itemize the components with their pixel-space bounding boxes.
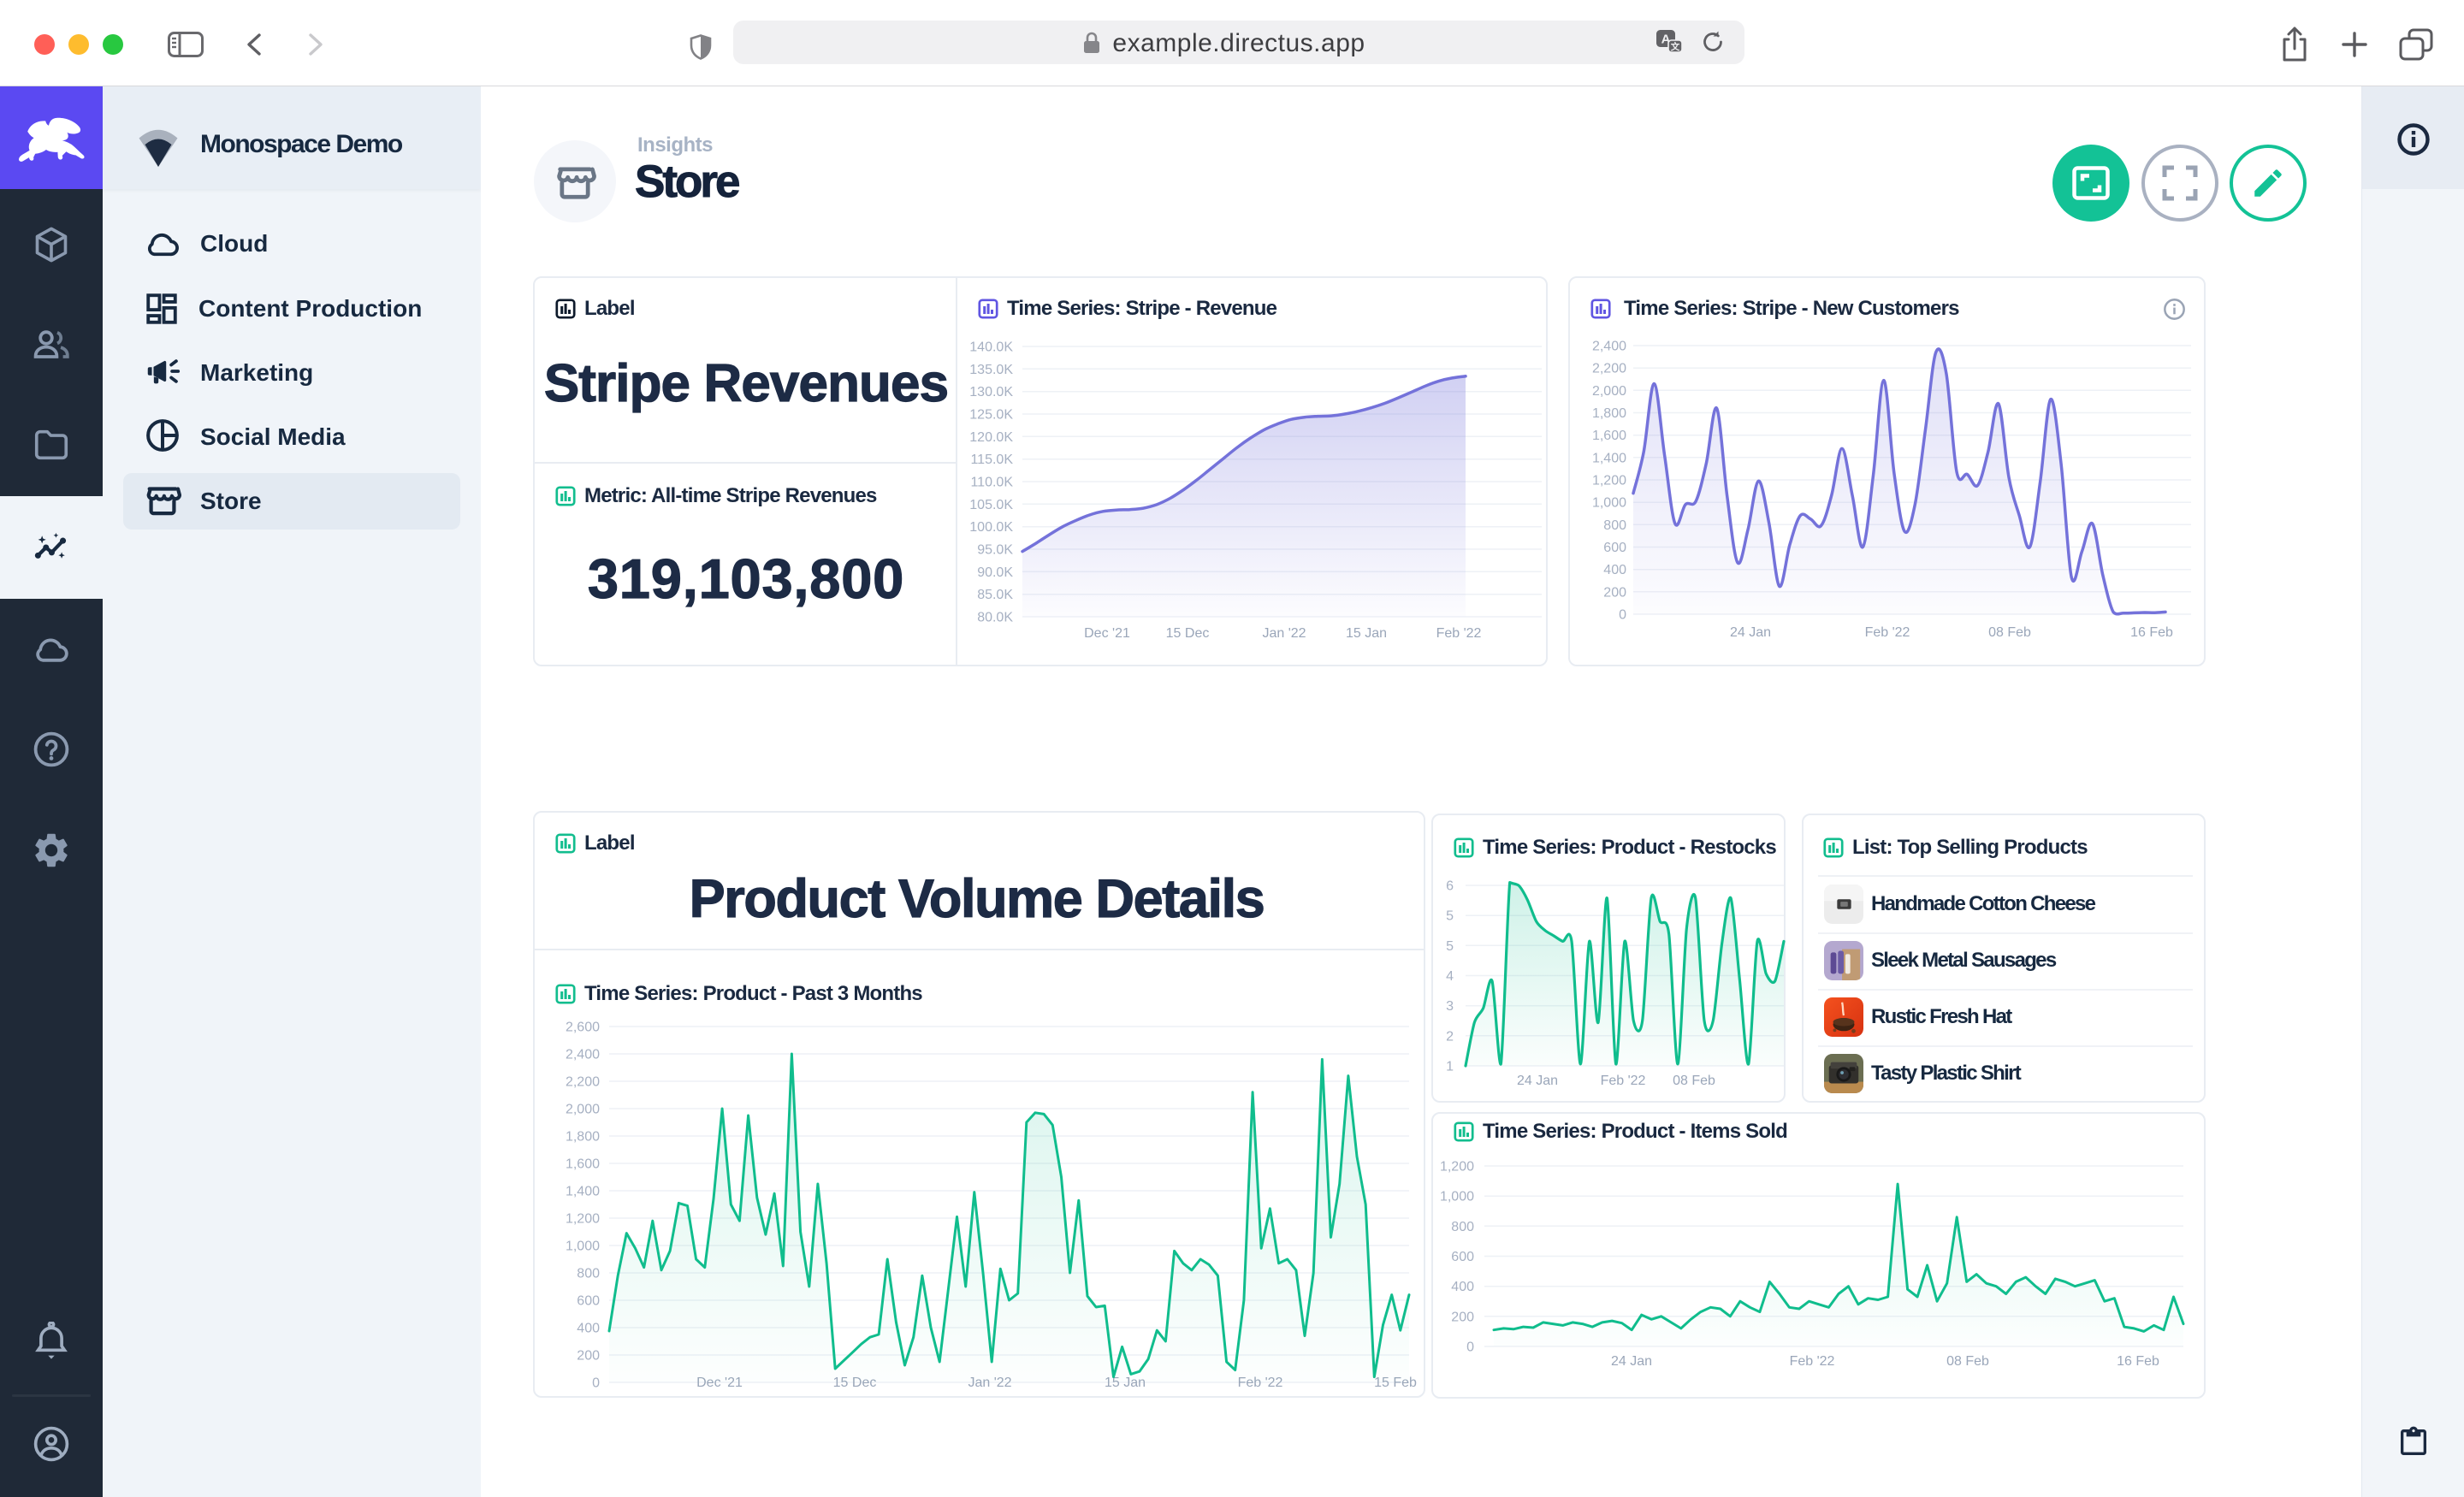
- svg-text:2,200: 2,200: [1592, 362, 1626, 376]
- svg-text:16 Feb: 16 Feb: [2117, 1354, 2159, 1369]
- svg-text:400: 400: [1603, 563, 1626, 577]
- svg-text:A: A: [1661, 33, 1671, 47]
- svg-text:1,800: 1,800: [1592, 406, 1626, 421]
- svg-text:0: 0: [592, 1376, 600, 1391]
- svg-text:800: 800: [1451, 1220, 1474, 1234]
- svg-text:1,600: 1,600: [566, 1157, 600, 1172]
- svg-text:文: 文: [1670, 41, 1680, 52]
- svg-text:15 Dec: 15 Dec: [1166, 626, 1210, 641]
- svg-text:0: 0: [1619, 608, 1626, 623]
- svg-text:2,400: 2,400: [1592, 340, 1626, 354]
- svg-text:5: 5: [1446, 939, 1454, 954]
- svg-text:1,000: 1,000: [1440, 1190, 1474, 1204]
- svg-text:200: 200: [577, 1349, 600, 1364]
- svg-text:24 Jan: 24 Jan: [1517, 1074, 1558, 1088]
- svg-text:100.0K: 100.0K: [969, 520, 1013, 535]
- svg-text:140.0K: 140.0K: [969, 340, 1013, 355]
- svg-text:16 Feb: 16 Feb: [2130, 625, 2173, 640]
- svg-text:2,600: 2,600: [566, 1021, 600, 1035]
- svg-text:15 Jan: 15 Jan: [1346, 626, 1387, 641]
- svg-text:400: 400: [577, 1322, 600, 1336]
- svg-text:120.0K: 120.0K: [969, 430, 1013, 445]
- svg-text:3: 3: [1446, 999, 1454, 1014]
- svg-text:Feb '22: Feb '22: [1601, 1074, 1646, 1088]
- svg-text:0: 0: [1466, 1340, 1474, 1355]
- svg-text:Feb '22: Feb '22: [1436, 626, 1482, 641]
- svg-text:800: 800: [577, 1267, 600, 1281]
- svg-text:80.0K: 80.0K: [977, 611, 1013, 625]
- svg-text:5: 5: [1446, 909, 1454, 924]
- svg-text:Feb '22: Feb '22: [1790, 1354, 1835, 1369]
- svg-text:2,000: 2,000: [1592, 384, 1626, 399]
- svg-text:135.0K: 135.0K: [969, 363, 1013, 377]
- svg-text:600: 600: [1451, 1250, 1474, 1264]
- svg-text:115.0K: 115.0K: [970, 453, 1013, 467]
- svg-text:1,200: 1,200: [1440, 1160, 1474, 1175]
- svg-text:1: 1: [1446, 1060, 1454, 1074]
- svg-text:2,000: 2,000: [566, 1103, 600, 1117]
- svg-text:800: 800: [1603, 518, 1626, 533]
- svg-text:600: 600: [1603, 541, 1626, 555]
- svg-text:Jan '22: Jan '22: [1262, 626, 1306, 641]
- svg-text:90.0K: 90.0K: [977, 565, 1013, 580]
- svg-text:1,800: 1,800: [566, 1130, 600, 1145]
- svg-text:2: 2: [1446, 1029, 1454, 1044]
- svg-text:105.0K: 105.0K: [969, 498, 1013, 512]
- svg-text:08 Feb: 08 Feb: [1988, 625, 2031, 640]
- svg-text:2,200: 2,200: [566, 1075, 600, 1090]
- svg-text:130.0K: 130.0K: [969, 385, 1013, 399]
- svg-text:85.0K: 85.0K: [977, 588, 1013, 602]
- svg-text:1,400: 1,400: [566, 1185, 600, 1199]
- svg-text:Dec '21: Dec '21: [1084, 626, 1130, 641]
- svg-text:6: 6: [1446, 879, 1454, 894]
- svg-text:600: 600: [577, 1294, 600, 1309]
- svg-text:200: 200: [1451, 1310, 1474, 1324]
- svg-text:95.0K: 95.0K: [977, 543, 1013, 558]
- svg-text:1,200: 1,200: [1592, 474, 1626, 488]
- svg-text:08 Feb: 08 Feb: [1673, 1074, 1715, 1088]
- svg-text:2,400: 2,400: [566, 1048, 600, 1062]
- svg-text:1,000: 1,000: [566, 1240, 600, 1254]
- svg-text:4: 4: [1446, 969, 1454, 984]
- svg-text:1,000: 1,000: [1592, 496, 1626, 511]
- svg-text:1,400: 1,400: [1592, 451, 1626, 465]
- svg-text:200: 200: [1603, 585, 1626, 600]
- svg-text:Feb '22: Feb '22: [1865, 625, 1910, 640]
- svg-text:24 Jan: 24 Jan: [1730, 625, 1771, 640]
- svg-text:1,600: 1,600: [1592, 429, 1626, 443]
- svg-text:110.0K: 110.0K: [970, 476, 1013, 490]
- svg-text:24 Jan: 24 Jan: [1611, 1354, 1652, 1369]
- svg-text:125.0K: 125.0K: [969, 408, 1013, 423]
- svg-text:08 Feb: 08 Feb: [1946, 1354, 1989, 1369]
- svg-text:400: 400: [1451, 1280, 1474, 1294]
- svg-text:1,200: 1,200: [566, 1212, 600, 1227]
